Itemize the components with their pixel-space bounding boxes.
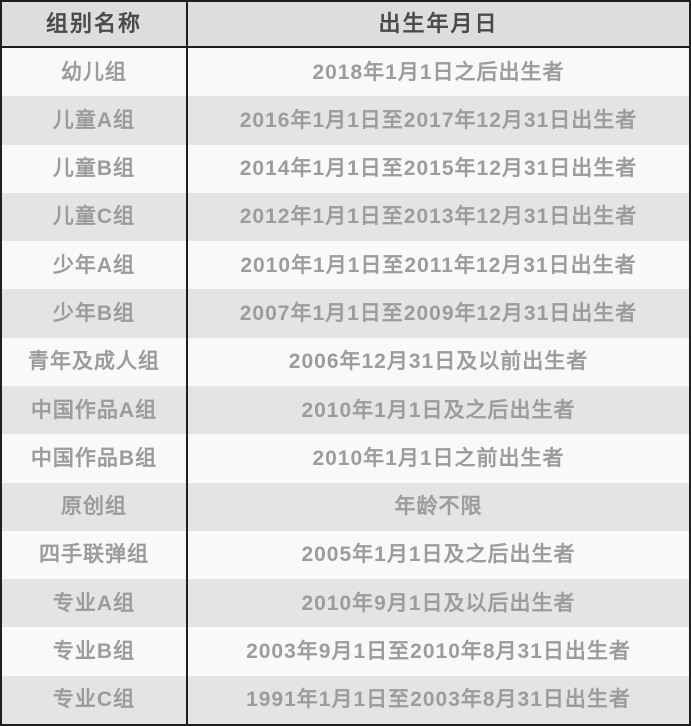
group-name-cell: 专业B组 (2, 627, 188, 676)
header-birth-date: 出生年月日 (378, 11, 499, 36)
birth-date-cell: 2010年9月1日及以后出生者 (301, 591, 576, 615)
birth-date-cell: 2007年1月1日至2009年12月31日出生者 (239, 302, 638, 326)
table-row: 中国作品A组 2010年1月1日及之后出生者 (2, 385, 689, 435)
birth-date-cell: 2018年1月1日之后出生者 (312, 60, 565, 84)
group-name-cell: 少年B组 (2, 289, 188, 338)
birth-date-cell: 1991年1月1日至2003年8月31日出生者 (246, 688, 631, 712)
table-row: 专业A组 2010年9月1日及以后出生者 (2, 579, 689, 628)
table-row: 儿童A组 2016年1月1日至2017年12月31日出生者 (2, 96, 689, 145)
group-name-cell: 少年A组 (2, 241, 188, 290)
birth-date-cell: 2006年12月31日及以前出生者 (288, 350, 589, 374)
birth-date-cell: 2003年9月1日至2010年8月31日出生者 (246, 640, 631, 664)
group-name-cell: 四手联弹组 (2, 530, 188, 580)
birth-date-cell: 2010年1月1日及之后出生者 (301, 398, 576, 422)
table-row: 中国作品B组 2010年1月1日之前出生者 (2, 434, 689, 483)
group-name-cell: 青年及成人组 (2, 337, 188, 386)
header-group-name: 组别名称 (2, 2, 188, 46)
group-name-cell: 儿童B组 (2, 144, 188, 193)
group-name-cell: 中国作品A组 (2, 385, 188, 435)
table-row: 原创组 年龄不限 (2, 482, 689, 531)
birth-date-cell: 2014年1月1日至2015年12月31日出生者 (239, 157, 638, 181)
table-row: 青年及成人组 2006年12月31日及以前出生者 (2, 337, 689, 386)
birth-date-cell: 2005年1月1日及之后出生者 (301, 543, 576, 567)
birth-date-cell: 2016年1月1日至2017年12月31日出生者 (239, 108, 638, 132)
birth-date-cell: 2012年1月1日至2013年12月31日出生者 (239, 205, 638, 229)
table-row: 少年B组 2007年1月1日至2009年12月31日出生者 (2, 289, 689, 338)
group-name-cell: 儿童A组 (2, 96, 188, 145)
table-row: 儿童C组 2012年1月1日至2013年12月31日出生者 (2, 192, 689, 242)
group-name-cell: 儿童C组 (2, 192, 188, 242)
table-row: 儿童B组 2014年1月1日至2015年12月31日出生者 (2, 144, 689, 193)
group-name-cell: 中国作品B组 (2, 434, 188, 483)
group-name-cell: 幼儿组 (2, 48, 188, 97)
birth-date-cell: 2010年1月1日之前出生者 (312, 446, 565, 470)
table-row: 专业C组 1991年1月1日至2003年8月31日出生者 (2, 675, 689, 724)
group-name-cell: 原创组 (2, 482, 188, 531)
table-row: 四手联弹组 2005年1月1日及之后出生者 (2, 530, 689, 580)
birth-date-cell: 2010年1月1日至2011年12月31日出生者 (240, 253, 637, 277)
table-header-row: 组别名称 出生年月日 (2, 2, 689, 48)
table-row: 专业B组 2003年9月1日至2010年8月31日出生者 (2, 627, 689, 676)
group-name-cell: 专业C组 (2, 675, 188, 724)
table-row: 少年A组 2010年1月1日至2011年12月31日出生者 (2, 241, 689, 290)
group-name-cell: 专业A组 (2, 579, 188, 628)
table-row: 幼儿组 2018年1月1日之后出生者 (2, 48, 689, 97)
birth-date-cell: 年龄不限 (394, 495, 483, 519)
